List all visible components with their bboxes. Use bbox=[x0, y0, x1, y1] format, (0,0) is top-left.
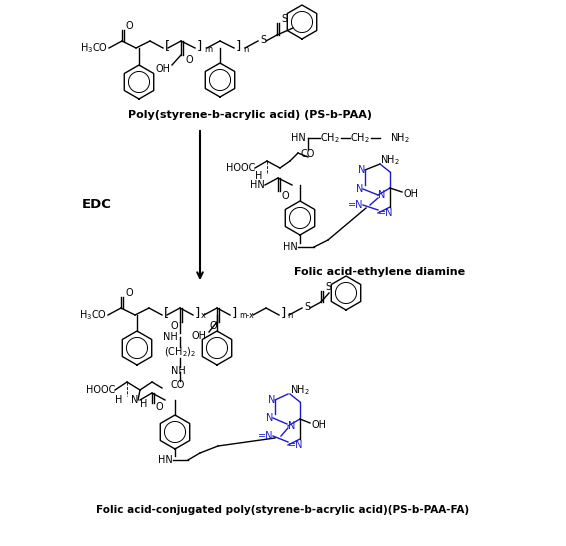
Text: HN: HN bbox=[250, 180, 265, 190]
Text: O: O bbox=[156, 402, 164, 412]
Text: O: O bbox=[126, 21, 134, 31]
Text: OH: OH bbox=[192, 331, 207, 341]
Text: Folic acid-conjugated poly(styrene-b-acrylic acid)(PS-b-PAA-FA): Folic acid-conjugated poly(styrene-b-acr… bbox=[96, 505, 470, 515]
Text: OH: OH bbox=[312, 420, 327, 430]
Text: n: n bbox=[243, 45, 248, 55]
Text: m: m bbox=[204, 45, 212, 55]
Text: O: O bbox=[125, 288, 132, 298]
Text: [: [ bbox=[165, 39, 170, 52]
Text: n: n bbox=[287, 312, 293, 321]
Text: NH: NH bbox=[170, 366, 186, 376]
Text: N: N bbox=[265, 413, 273, 423]
Text: HN: HN bbox=[291, 133, 306, 143]
Text: NH$_2$: NH$_2$ bbox=[380, 153, 400, 167]
Text: HN: HN bbox=[158, 455, 173, 465]
Text: [: [ bbox=[164, 306, 169, 319]
Text: CH$_2$: CH$_2$ bbox=[350, 131, 370, 145]
Text: O: O bbox=[185, 55, 192, 65]
Text: CH$_2$: CH$_2$ bbox=[320, 131, 340, 145]
Text: NH$_2$: NH$_2$ bbox=[390, 131, 410, 145]
Text: =N: =N bbox=[348, 200, 363, 210]
Text: S: S bbox=[281, 14, 287, 24]
Text: NH: NH bbox=[163, 332, 178, 342]
Text: ]: ] bbox=[195, 306, 200, 319]
Text: O: O bbox=[209, 321, 217, 331]
Text: =N: =N bbox=[288, 440, 303, 450]
Text: ]: ] bbox=[232, 306, 237, 319]
Text: ]: ] bbox=[236, 39, 241, 52]
Text: N: N bbox=[131, 395, 138, 405]
Text: CO: CO bbox=[301, 149, 315, 159]
Text: H$_3$CO: H$_3$CO bbox=[79, 308, 107, 322]
Text: x: x bbox=[201, 312, 206, 321]
Text: OH: OH bbox=[404, 189, 419, 199]
Text: N: N bbox=[358, 165, 365, 175]
Text: EDC: EDC bbox=[82, 199, 112, 211]
Text: (CH$_2$)$_2$: (CH$_2$)$_2$ bbox=[164, 345, 196, 359]
Text: H: H bbox=[115, 395, 123, 405]
Text: m-x: m-x bbox=[239, 312, 254, 321]
Text: NH$_2$: NH$_2$ bbox=[290, 383, 310, 397]
Text: H: H bbox=[140, 399, 147, 409]
Text: CO: CO bbox=[171, 380, 185, 390]
Text: H: H bbox=[255, 171, 263, 181]
Text: N: N bbox=[355, 184, 363, 194]
Text: Poly(styrene-b-acrylic acid) (PS-b-PAA): Poly(styrene-b-acrylic acid) (PS-b-PAA) bbox=[128, 110, 372, 120]
Text: S: S bbox=[304, 302, 310, 312]
Text: Folic acid-ethylene diamine: Folic acid-ethylene diamine bbox=[294, 267, 466, 277]
Text: N: N bbox=[378, 190, 385, 200]
Text: HN: HN bbox=[283, 242, 298, 252]
Text: =N: =N bbox=[258, 431, 273, 441]
Text: OH: OH bbox=[155, 64, 170, 74]
Text: HOOC: HOOC bbox=[85, 385, 115, 395]
Text: ]: ] bbox=[281, 306, 286, 319]
Text: O: O bbox=[282, 191, 290, 201]
Text: N: N bbox=[288, 421, 295, 431]
Text: N: N bbox=[268, 395, 275, 405]
Text: O: O bbox=[170, 321, 178, 331]
Text: H$_3$CO: H$_3$CO bbox=[80, 41, 108, 55]
Text: ]: ] bbox=[197, 39, 202, 52]
Text: HOOC: HOOC bbox=[226, 163, 255, 173]
Text: S: S bbox=[325, 282, 331, 292]
Text: S: S bbox=[260, 35, 266, 45]
Text: =N: =N bbox=[378, 208, 393, 218]
